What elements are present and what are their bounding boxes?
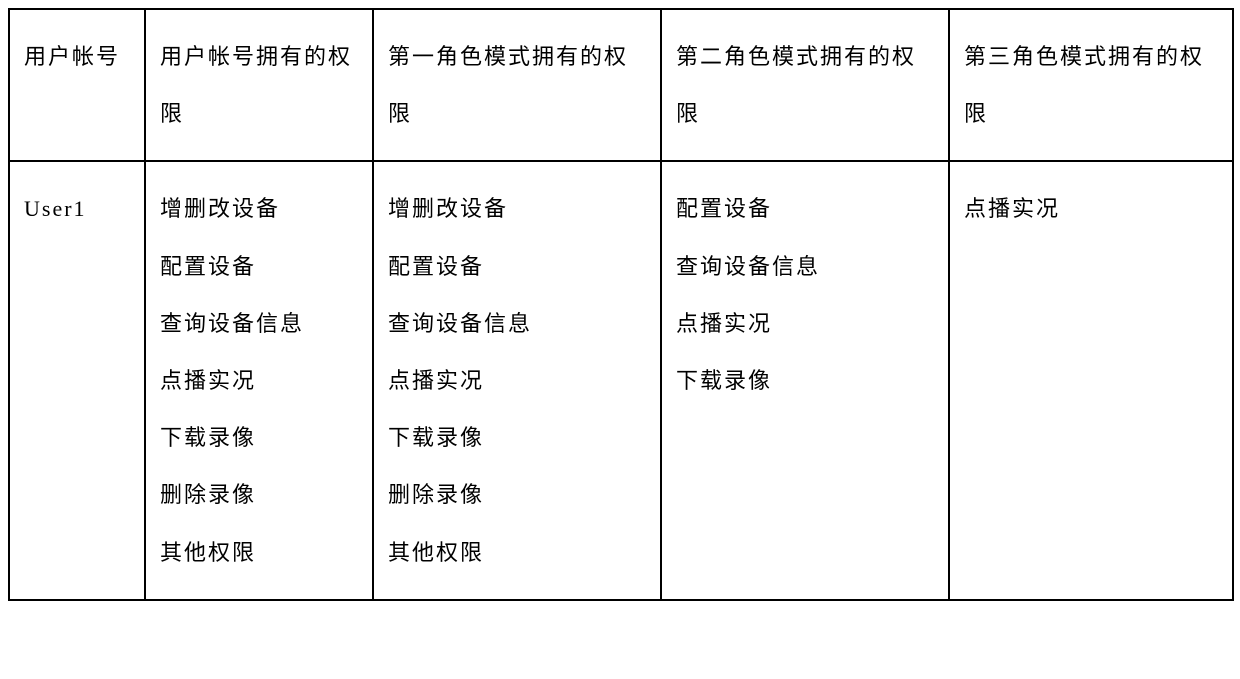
header-cell-role1-permissions: 第一角色模式拥有的权限 [373,9,661,161]
cell-account-permissions: 增删改设备 配置设备 查询设备信息 点播实况 下载录像 删除录像 其他权限 [145,161,373,599]
header-text: 第三角色模式拥有的权限 [964,28,1218,142]
header-cell-account-permissions: 用户帐号拥有的权限 [145,9,373,161]
cell-value: 配置设备 [388,238,646,295]
header-cell-role2-permissions: 第二角色模式拥有的权限 [661,9,949,161]
cell-value: 下载录像 [388,409,646,466]
header-text: 用户帐号拥有的权限 [160,28,358,142]
cell-value: 配置设备 [160,238,358,295]
header-text: 第二角色模式拥有的权限 [676,28,934,142]
cell-value: 点播实况 [388,352,646,409]
cell-value: 增删改设备 [388,180,646,237]
cell-value: User1 [24,180,130,237]
cell-role2-permissions: 配置设备 查询设备信息 点播实况 下载录像 [661,161,949,599]
header-cell-user-account: 用户帐号 [9,9,145,161]
header-text: 用户帐号 [24,28,130,85]
cell-value: 点播实况 [964,180,1218,237]
cell-value: 查询设备信息 [160,295,358,352]
cell-value: 配置设备 [676,180,934,237]
cell-user-account: User1 [9,161,145,599]
cell-value: 下载录像 [676,352,934,409]
cell-value: 其他权限 [388,524,646,581]
permissions-table: 用户帐号 用户帐号拥有的权限 第一角色模式拥有的权限 第二角色模式拥有的权限 第… [8,8,1234,601]
table-header-row: 用户帐号 用户帐号拥有的权限 第一角色模式拥有的权限 第二角色模式拥有的权限 第… [9,9,1233,161]
header-text: 第一角色模式拥有的权限 [388,28,646,142]
cell-value: 删除录像 [160,466,358,523]
cell-role1-permissions: 增删改设备 配置设备 查询设备信息 点播实况 下载录像 删除录像 其他权限 [373,161,661,599]
cell-value: 其他权限 [160,524,358,581]
header-cell-role3-permissions: 第三角色模式拥有的权限 [949,9,1233,161]
cell-value: 增删改设备 [160,180,358,237]
cell-value: 点播实况 [676,295,934,352]
cell-value: 查询设备信息 [676,238,934,295]
table-row: User1 增删改设备 配置设备 查询设备信息 点播实况 下载录像 删除录像 其… [9,161,1233,599]
cell-role3-permissions: 点播实况 [949,161,1233,599]
cell-value: 下载录像 [160,409,358,466]
cell-value: 查询设备信息 [388,295,646,352]
cell-value: 点播实况 [160,352,358,409]
cell-value: 删除录像 [388,466,646,523]
